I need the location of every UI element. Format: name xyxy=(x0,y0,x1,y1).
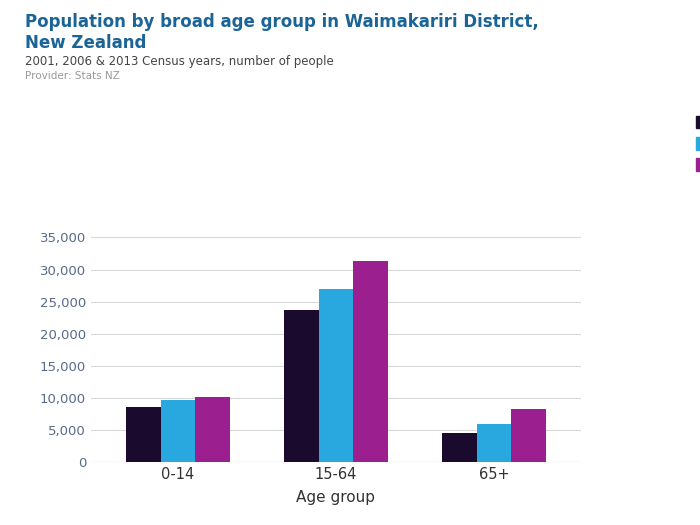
Text: 2001, 2006 & 2013 Census years, number of people: 2001, 2006 & 2013 Census years, number o… xyxy=(25,55,333,68)
Text: Population by broad age group in Waimakariri District,: Population by broad age group in Waimaka… xyxy=(25,13,538,31)
Bar xyxy=(442,433,477,462)
Bar xyxy=(512,409,546,462)
Bar xyxy=(126,407,160,462)
Bar xyxy=(318,289,354,462)
Text: New Zealand: New Zealand xyxy=(25,34,146,52)
Bar xyxy=(477,424,512,462)
Bar xyxy=(195,396,230,462)
X-axis label: Age group: Age group xyxy=(297,490,375,505)
Bar xyxy=(160,400,195,462)
Text: figure.nz: figure.nz xyxy=(585,19,659,33)
Bar xyxy=(354,261,388,462)
Legend: 2001, 2006, 2013: 2001, 2006, 2013 xyxy=(691,111,700,177)
Text: Provider: Stats NZ: Provider: Stats NZ xyxy=(25,71,119,81)
Bar xyxy=(284,310,318,462)
